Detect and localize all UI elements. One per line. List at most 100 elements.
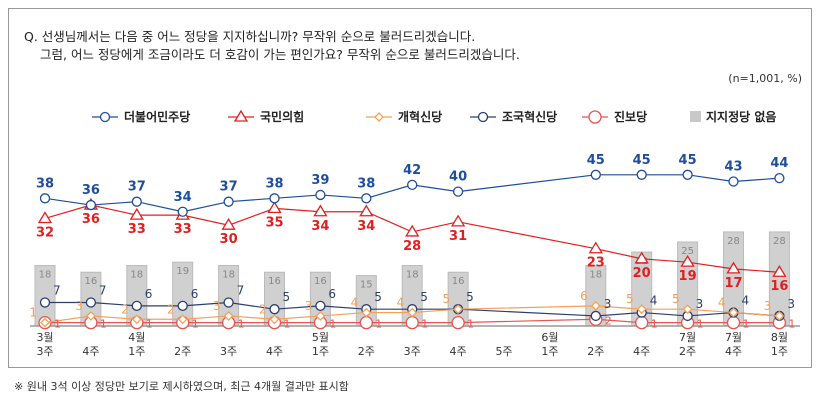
x-tick-label: 3주 <box>220 345 237 358</box>
data-label: 2 <box>121 302 129 316</box>
data-label: 45 <box>633 153 651 168</box>
data-label: 1 <box>697 318 704 331</box>
x-tick-label: 3월 <box>36 331 53 344</box>
data-label: 1 <box>54 318 61 331</box>
data-point <box>453 304 464 315</box>
data-point <box>177 314 188 325</box>
bar-label: 16 <box>85 276 98 287</box>
data-label: 35 <box>265 215 283 230</box>
data-label: 5 <box>626 292 634 306</box>
data-point <box>269 304 280 315</box>
data-point <box>315 311 326 321</box>
x-tick-label: 1주 <box>771 345 788 358</box>
data-point <box>223 196 234 207</box>
data-label: 1 <box>421 318 428 331</box>
legend-marker <box>233 109 249 122</box>
data-point <box>590 169 601 180</box>
sample-note: (n=1,001, %) <box>728 72 802 85</box>
data-label: 19 <box>679 269 697 284</box>
data-point <box>590 310 601 322</box>
legend-label: 조국혁신당 <box>502 109 557 124</box>
data-label: 37 <box>220 180 238 195</box>
data-point <box>772 264 787 277</box>
question-line-2: 그럼, 어느 정당에게 조금이라도 더 호감이 가는 편인가요? 무작위 순으로… <box>40 47 520 62</box>
data-label: 36 <box>82 212 100 227</box>
legend-label: 더불어민주당 <box>124 109 190 124</box>
data-point <box>40 317 50 328</box>
data-point <box>315 300 326 311</box>
data-point <box>405 315 419 330</box>
x-tick-label: 4주 <box>725 345 742 358</box>
x-tick-label: 3주 <box>404 345 421 358</box>
data-point <box>39 297 51 308</box>
bar-label: 16 <box>452 276 465 287</box>
data-point <box>131 314 142 325</box>
data-point <box>407 307 418 318</box>
data-label: 36 <box>82 183 100 198</box>
legend-label: 진보당 <box>614 109 647 124</box>
legend-label: 지지정당 없음 <box>706 109 776 124</box>
bar-label: 18 <box>589 270 602 281</box>
x-tick-label: 5주 <box>495 345 512 358</box>
data-label: 1 <box>238 318 245 331</box>
data-label: 3 <box>696 297 704 311</box>
data-label: 42 <box>403 163 421 178</box>
data-point <box>37 211 53 224</box>
data-label: 17 <box>724 276 742 291</box>
data-label: 31 <box>449 229 467 244</box>
data-point <box>450 214 466 227</box>
data-label: 1 <box>375 318 382 331</box>
data-label: 34 <box>357 219 375 234</box>
data-point <box>682 169 693 180</box>
legend-marker <box>374 112 384 122</box>
data-label: 1 <box>284 318 291 331</box>
data-label: 4 <box>351 296 359 310</box>
data-label: 3 <box>305 299 313 313</box>
data-label: 38 <box>357 176 375 191</box>
x-tick-label: 4주 <box>266 345 283 358</box>
x-tick-label: 4주 <box>450 345 467 358</box>
data-label: 2 <box>259 302 267 316</box>
data-point <box>726 315 741 330</box>
bar-label: 28 <box>727 236 740 247</box>
data-point <box>129 207 144 220</box>
x-tick-label: 6월 <box>541 331 558 344</box>
data-point <box>634 251 649 264</box>
data-label: 5 <box>672 292 680 306</box>
data-point <box>361 193 372 204</box>
data-label: 1 <box>743 318 750 331</box>
bar-label: 18 <box>39 270 52 281</box>
data-label: 38 <box>265 176 283 191</box>
data-label: 6 <box>328 287 336 301</box>
data-point <box>590 300 601 311</box>
bar-label: 18 <box>406 270 419 281</box>
data-point <box>728 307 739 318</box>
data-label: 3 <box>604 297 612 311</box>
data-point <box>451 315 465 330</box>
data-label: 30 <box>220 232 238 247</box>
data-label: 38 <box>36 176 54 191</box>
data-label: 37 <box>128 180 146 195</box>
legend-marker <box>99 111 111 123</box>
x-tick-label: 1주 <box>541 345 558 358</box>
x-tick-label: 4주 <box>633 345 650 358</box>
data-point <box>680 254 695 267</box>
data-point <box>177 206 188 217</box>
data-point <box>85 199 97 211</box>
data-label: 1 <box>467 318 474 331</box>
x-tick-label: 4월 <box>128 331 145 344</box>
data-label: 1 <box>146 318 153 331</box>
data-point <box>269 314 280 325</box>
data-label: 34 <box>174 190 192 205</box>
data-label: 1 <box>100 318 107 331</box>
legend-marker <box>588 110 602 124</box>
x-tick-label: 7월 <box>725 331 742 344</box>
data-label: 2 <box>605 314 612 327</box>
x-tick-label: 5월 <box>312 331 329 344</box>
data-label: 39 <box>311 173 329 188</box>
data-label: 3 <box>213 299 221 313</box>
data-point <box>131 196 142 207</box>
x-tick-label: 4주 <box>82 345 99 358</box>
